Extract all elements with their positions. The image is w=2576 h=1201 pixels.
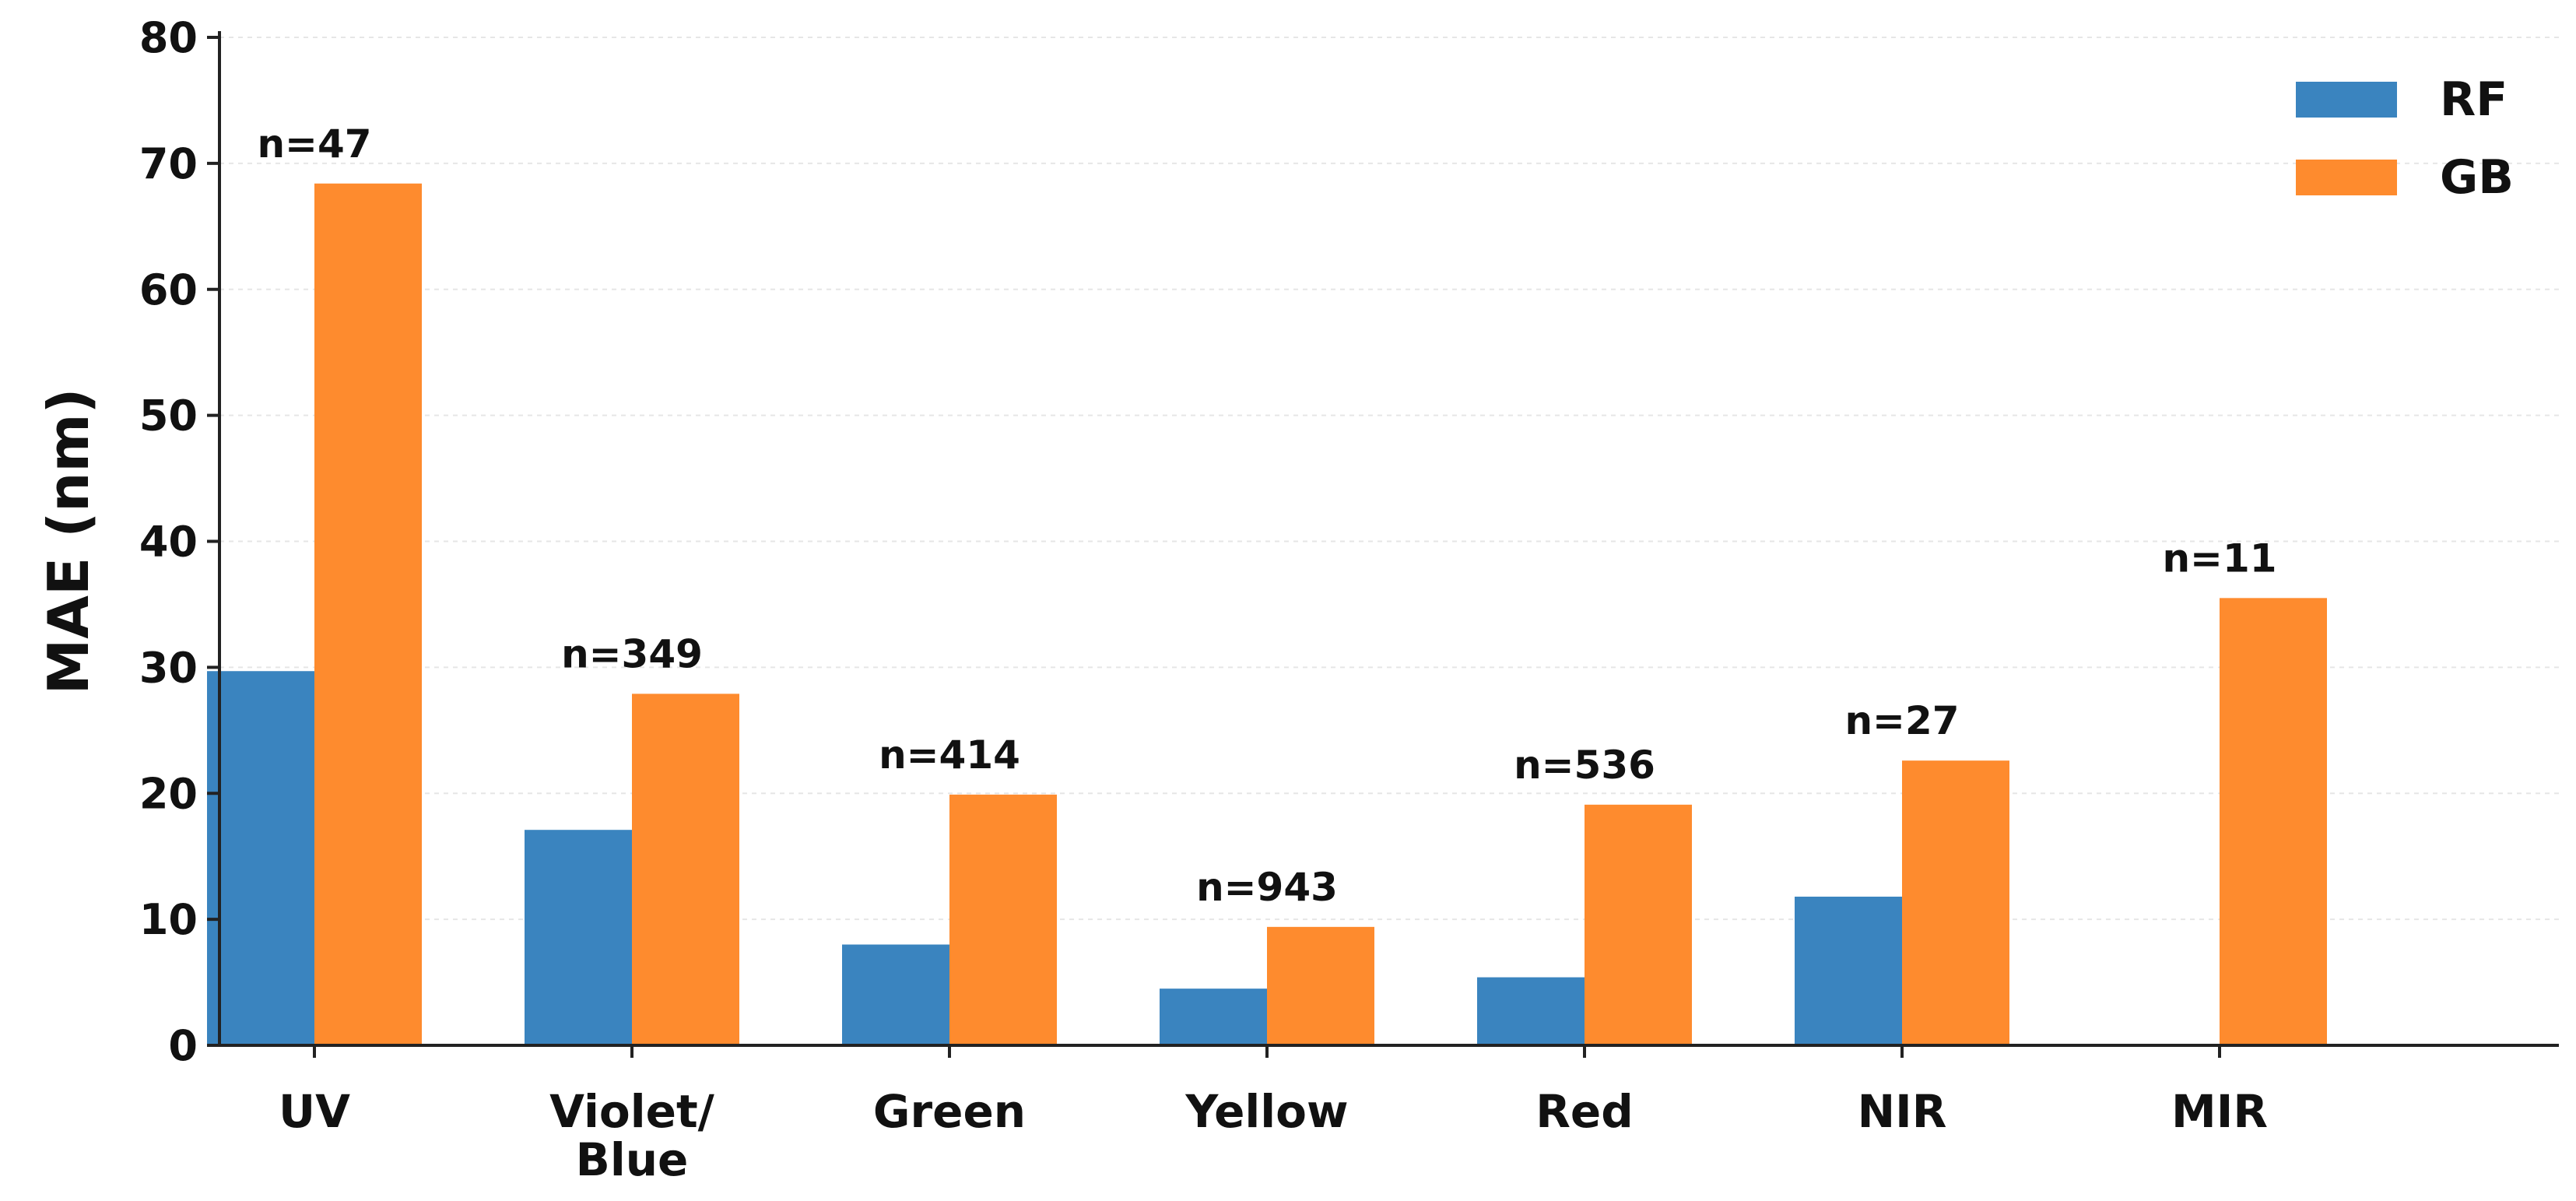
- bar-gb: [632, 694, 739, 1045]
- x-tick-label: Red: [1535, 1085, 1634, 1138]
- x-tick-label: NIR: [1858, 1085, 1947, 1138]
- x-tick-label-line: UV: [279, 1085, 350, 1138]
- x-tick-label: MIR: [2171, 1085, 2268, 1138]
- legend: RF GB: [2296, 72, 2514, 205]
- axis-layer: MAE (nm) 0 10 20 30 40 50 60 70 80: [36, 13, 2559, 1070]
- sample-count-label: n=349: [561, 631, 703, 676]
- bar-gb: [1902, 760, 2009, 1045]
- legend-swatch-gb: [2296, 160, 2397, 195]
- x-tick-label: UV: [279, 1085, 350, 1138]
- y-tick-label: 50: [139, 392, 198, 441]
- y-tick-label: 0: [168, 1021, 198, 1070]
- grid-layer: [219, 37, 2559, 921]
- sample-count-label: n=943: [1196, 865, 1338, 910]
- y-axis-label: MAE (nm): [36, 388, 101, 695]
- x-tick-label-line: Violet/: [549, 1085, 715, 1138]
- x-tick-label: Violet/Blue: [549, 1085, 715, 1186]
- y-tick-label: 30: [139, 643, 198, 692]
- bar-rf: [842, 944, 949, 1045]
- y-tick-label: 70: [139, 139, 198, 188]
- label-layer: UV n=47 Violet/Blue n=349 Green n=414 Yellow n=…: [257, 121, 2276, 1186]
- sample-count-label: n=536: [1514, 743, 1655, 788]
- x-tick-label: Green: [873, 1085, 1026, 1138]
- sample-count-label: n=11: [2162, 536, 2276, 581]
- legend-label: RF: [2440, 72, 2508, 127]
- x-tick-label-line: NIR: [1858, 1085, 1947, 1138]
- sample-count-label: n=27: [1844, 698, 1959, 743]
- bar-rf: [207, 671, 314, 1045]
- bar-gb: [314, 183, 422, 1045]
- bar-gb: [949, 794, 1057, 1045]
- x-tick-label-line: Blue: [576, 1133, 689, 1186]
- x-tick-label-line: MIR: [2171, 1085, 2268, 1138]
- bar-gb: [1585, 804, 1692, 1045]
- legend-swatch-rf: [2296, 82, 2397, 118]
- sample-count-label: n=414: [879, 732, 1020, 778]
- y-tick-label: 40: [139, 518, 198, 567]
- y-tick-label: 80: [139, 13, 198, 62]
- bar-rf: [1795, 896, 1902, 1045]
- sample-count-label: n=47: [257, 121, 371, 167]
- x-tick-label-line: Red: [1535, 1085, 1634, 1138]
- x-tick-label-line: Green: [873, 1085, 1026, 1138]
- y-tick-label: 20: [139, 769, 198, 818]
- bar-rf: [1160, 989, 1267, 1045]
- x-tick-label: Yellow: [1184, 1085, 1348, 1138]
- x-tick-label-line: Yellow: [1184, 1085, 1348, 1138]
- bar-gb: [2220, 598, 2327, 1045]
- y-tick-label: 10: [139, 895, 198, 944]
- bar-gb: [1267, 926, 1374, 1045]
- bar-rf: [525, 830, 632, 1045]
- bar-layer: [207, 183, 2327, 1045]
- bar-rf: [1477, 977, 1585, 1045]
- y-tick-label: 60: [139, 265, 198, 314]
- legend-label: GB: [2440, 150, 2514, 205]
